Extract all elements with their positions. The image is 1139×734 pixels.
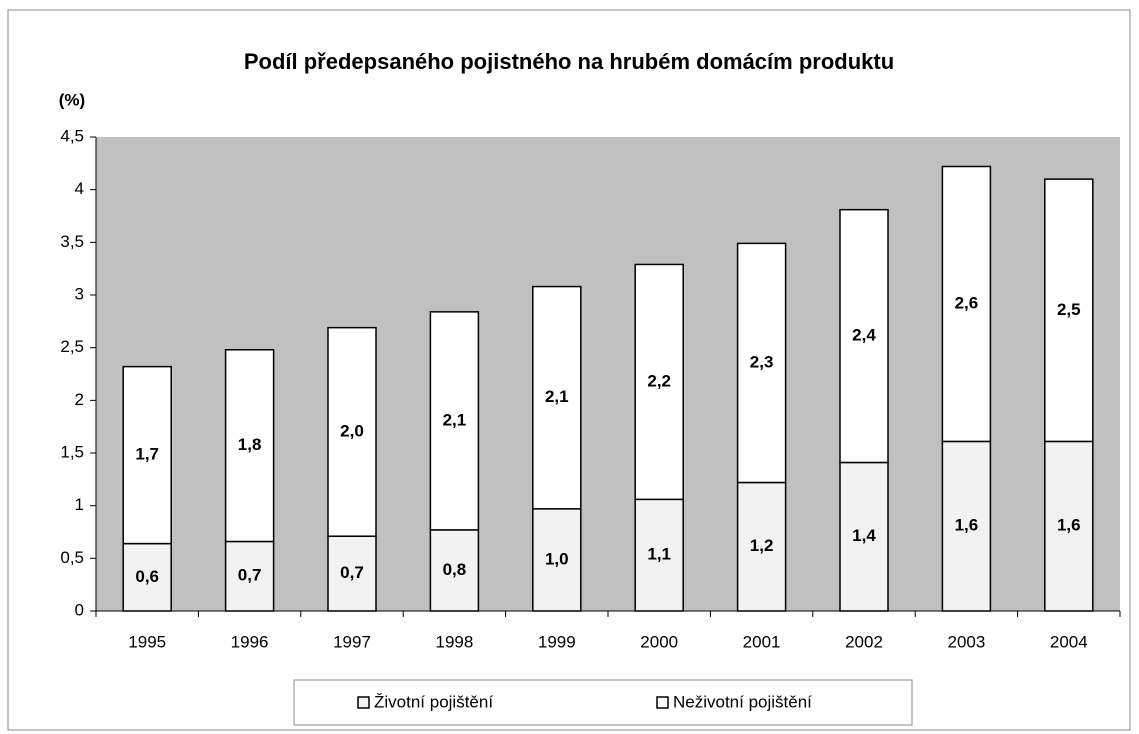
- data-label: 1,6: [1057, 516, 1081, 535]
- data-label: 0,7: [340, 563, 364, 582]
- data-label: 1,8: [238, 435, 262, 454]
- bar-segment: [634, 263, 684, 501]
- y-tick-label: 2,5: [60, 337, 84, 356]
- x-tick-label: 1999: [538, 632, 576, 651]
- x-tick-label: 2002: [845, 632, 883, 651]
- y-tick-label: 4,5: [60, 126, 84, 145]
- bar-segment: [736, 481, 787, 612]
- bar-segment: [327, 326, 377, 537]
- bar-segment: [429, 529, 480, 612]
- bar-segment: [532, 508, 582, 612]
- x-tick-label: 2003: [947, 632, 985, 651]
- data-label: 2,1: [545, 387, 569, 406]
- y-tick-label: 3: [75, 284, 84, 303]
- data-label: 0,8: [443, 560, 467, 579]
- data-label: 0,6: [135, 567, 159, 586]
- data-label: 1,7: [135, 445, 159, 464]
- data-label: 2,1: [443, 410, 467, 429]
- x-tick-label: 1997: [333, 632, 371, 651]
- x-tick-label: 1998: [435, 632, 473, 651]
- data-label: 1,6: [955, 516, 979, 535]
- data-label: 2,2: [647, 371, 671, 390]
- data-label: 2,3: [750, 352, 774, 371]
- data-label: 2,6: [955, 293, 979, 312]
- y-tick-label: 3,5: [60, 232, 84, 251]
- y-tick-label: 1,5: [60, 442, 84, 461]
- y-tick-label: 2: [75, 390, 84, 409]
- chart-title: Podíl předepsaného pojistného na hrubém …: [244, 49, 894, 74]
- legend-swatch: [357, 696, 370, 709]
- y-tick-label: 0: [75, 600, 84, 619]
- bar-segment: [1044, 178, 1094, 443]
- legend-label: Životní pojištění: [374, 692, 493, 711]
- x-tick-label: 2004: [1050, 632, 1088, 651]
- data-label: 1,0: [545, 549, 569, 568]
- bar-segment: [429, 311, 480, 531]
- data-label: 2,4: [852, 326, 876, 345]
- data-label: 1,1: [647, 545, 671, 564]
- x-tick-label: 1996: [231, 632, 269, 651]
- bar-segment: [532, 285, 582, 510]
- data-label: 0,7: [238, 566, 262, 585]
- x-tick-label: 1995: [128, 632, 166, 651]
- y-axis-label: (%): [59, 90, 85, 109]
- bar-segment: [1044, 440, 1094, 612]
- bar-segment: [839, 208, 889, 464]
- legend-label: Neživotní pojištění: [673, 692, 812, 711]
- x-tick-label: 2000: [640, 632, 678, 651]
- bar-segment: [224, 540, 275, 612]
- data-label: 1,2: [750, 536, 774, 555]
- bar-segment: [736, 242, 787, 484]
- y-tick-label: 1: [75, 495, 84, 514]
- bar-segment: [327, 535, 377, 612]
- data-label: 1,4: [852, 526, 876, 545]
- y-tick-label: 0,5: [60, 548, 84, 567]
- y-tick-label: 4: [75, 179, 84, 198]
- bar-segment: [122, 365, 172, 545]
- bar-segment: [941, 165, 992, 443]
- legend-box: [293, 679, 913, 726]
- x-tick-label: 2001: [743, 632, 781, 651]
- legend-swatch: [656, 696, 669, 709]
- bar-segment: [224, 349, 275, 543]
- data-label: 2,5: [1057, 300, 1081, 319]
- data-label: 2,0: [340, 421, 364, 440]
